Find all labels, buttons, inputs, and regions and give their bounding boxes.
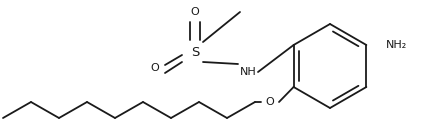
Text: O: O	[190, 7, 199, 17]
Text: S: S	[191, 46, 199, 58]
Text: NH: NH	[240, 67, 256, 77]
Text: O: O	[151, 63, 159, 73]
Text: O: O	[266, 97, 274, 107]
Text: NH₂: NH₂	[386, 40, 408, 50]
